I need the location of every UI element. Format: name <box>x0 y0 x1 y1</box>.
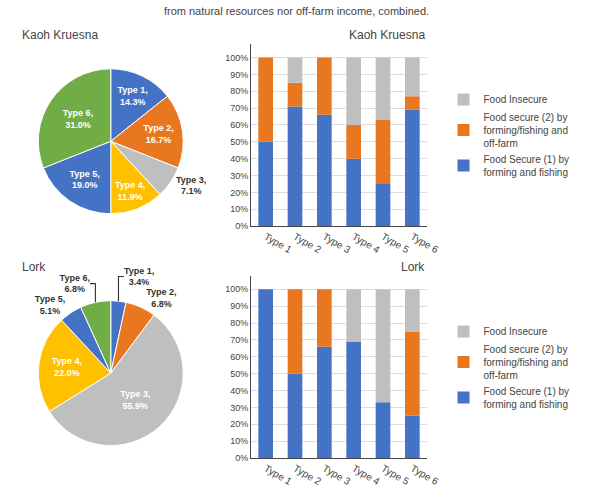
svg-text:Food Secure (1) byforming and: Food Secure (1) byforming and fishing <box>484 386 570 410</box>
svg-text:60%: 60% <box>230 120 248 130</box>
svg-text:20%: 20% <box>230 419 248 429</box>
svg-text:Type 5,5.1%: Type 5,5.1% <box>35 294 65 316</box>
svg-text:Type 3,7.1%: Type 3,7.1% <box>176 175 206 197</box>
svg-text:Type 2,16.7%: Type 2,16.7% <box>143 123 173 145</box>
svg-text:10%: 10% <box>230 436 248 446</box>
svg-text:Kaoh Kruesna: Kaoh Kruesna <box>349 28 425 42</box>
svg-text:Type 4: Type 4 <box>350 231 382 256</box>
svg-text:Lork: Lork <box>401 260 425 274</box>
svg-text:Type 1: Type 1 <box>262 231 294 256</box>
svg-text:Type 6: Type 6 <box>409 463 441 488</box>
svg-text:Type 1,3.4%: Type 1,3.4% <box>124 266 154 288</box>
svg-text:Type 4,11.9%: Type 4,11.9% <box>115 180 145 202</box>
svg-text:Food secure (2) byforming/fish: Food secure (2) byforming/fishing andoff… <box>484 344 569 381</box>
svg-text:30%: 30% <box>230 171 248 181</box>
svg-text:Type 6,6.8%: Type 6,6.8% <box>60 273 90 295</box>
svg-text:90%: 90% <box>230 70 248 80</box>
svg-text:Type 3: Type 3 <box>321 463 353 488</box>
svg-text:90%: 90% <box>230 301 248 311</box>
svg-text:from natural resources nor off: from natural resources nor off-farm inco… <box>164 5 429 17</box>
svg-text:Type 1: Type 1 <box>262 463 294 488</box>
svg-text:Type 6,31.0%: Type 6,31.0% <box>63 108 93 130</box>
svg-text:Type 3: Type 3 <box>321 231 353 256</box>
svg-text:Type 2: Type 2 <box>292 463 324 488</box>
svg-text:80%: 80% <box>230 318 248 328</box>
svg-text:Type 1,14.3%: Type 1,14.3% <box>118 85 148 107</box>
svg-text:Type 3,55.9%: Type 3,55.9% <box>120 389 150 411</box>
svg-text:100%: 100% <box>225 53 248 63</box>
svg-text:Food Secure (1) byforming and: Food Secure (1) byforming and fishing <box>484 154 570 178</box>
svg-text:40%: 40% <box>230 154 248 164</box>
svg-text:70%: 70% <box>230 103 248 113</box>
svg-text:50%: 50% <box>230 137 248 147</box>
svg-text:50%: 50% <box>230 369 248 379</box>
svg-text:70%: 70% <box>230 335 248 345</box>
svg-text:Type 2: Type 2 <box>292 231 324 256</box>
svg-text:10%: 10% <box>230 204 248 214</box>
svg-text:80%: 80% <box>230 86 248 96</box>
svg-text:Type 5: Type 5 <box>380 463 412 488</box>
svg-text:60%: 60% <box>230 352 248 362</box>
svg-text:Type 2,6.8%: Type 2,6.8% <box>146 287 176 309</box>
svg-text:Type 6: Type 6 <box>409 231 441 256</box>
svg-text:Lork: Lork <box>22 260 46 274</box>
svg-text:0%: 0% <box>235 453 248 463</box>
svg-text:Food Insecure: Food Insecure <box>484 326 548 337</box>
svg-text:40%: 40% <box>230 386 248 396</box>
svg-text:20%: 20% <box>230 188 248 198</box>
svg-text:100%: 100% <box>225 284 248 294</box>
svg-text:Type 4,22.0%: Type 4,22.0% <box>52 356 82 378</box>
svg-text:0%: 0% <box>235 221 248 231</box>
svg-text:30%: 30% <box>230 403 248 413</box>
svg-text:Kaoh Kruesna: Kaoh Kruesna <box>22 28 98 42</box>
svg-text:Type 5: Type 5 <box>380 231 412 256</box>
svg-text:Type 5,19.0%: Type 5,19.0% <box>70 169 100 191</box>
svg-text:Food Insecure: Food Insecure <box>484 94 548 105</box>
svg-text:Food secure (2) byforming/fish: Food secure (2) byforming/fishing andoff… <box>484 112 569 149</box>
svg-text:Type 4: Type 4 <box>350 463 382 488</box>
